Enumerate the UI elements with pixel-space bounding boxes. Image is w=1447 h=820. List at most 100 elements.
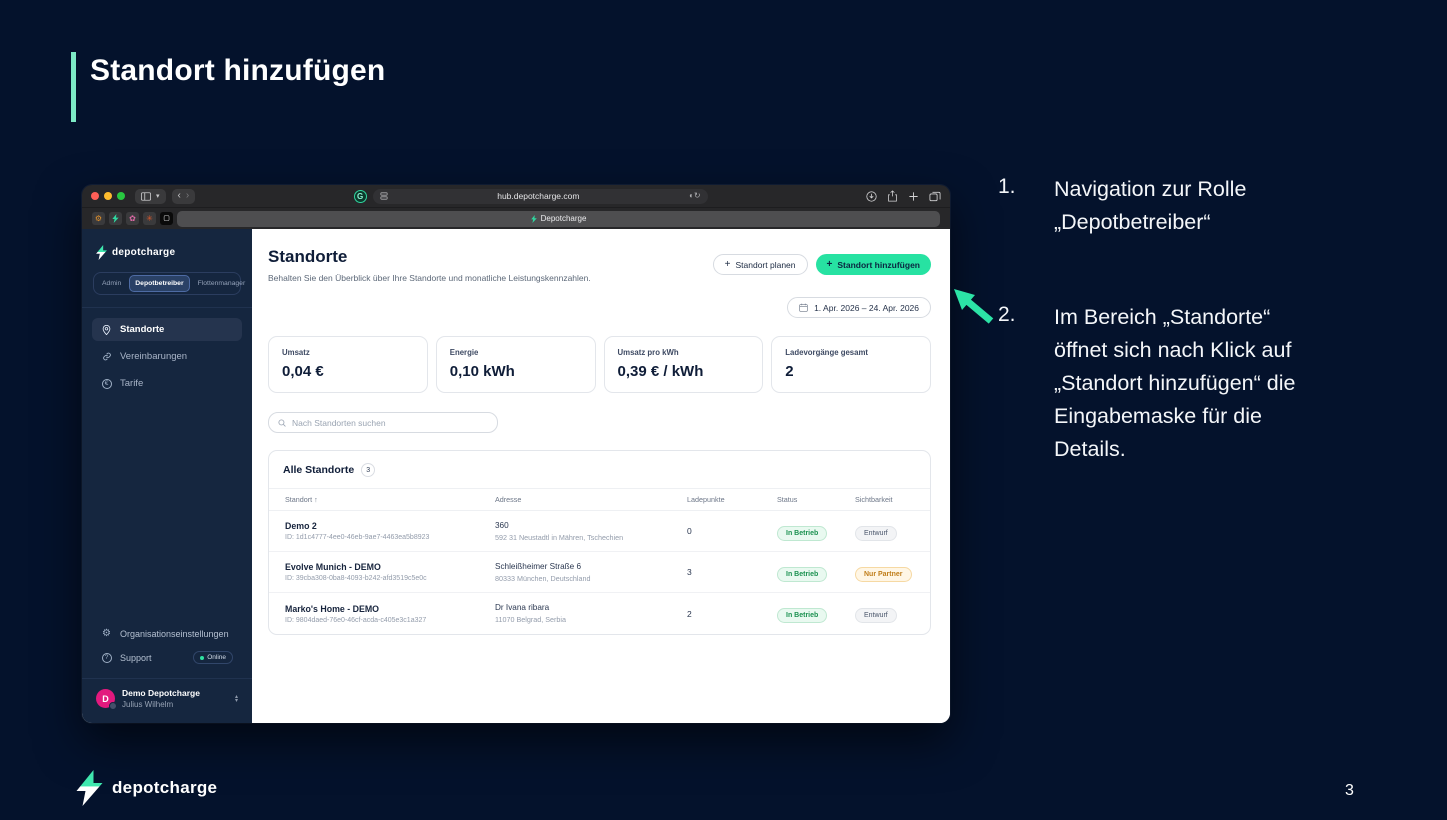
tab-overview-icon[interactable]	[929, 191, 941, 202]
calendar-icon	[799, 303, 808, 312]
pinned-tab-bolt-icon[interactable]	[109, 212, 122, 225]
app-main: Standorte Behalten Sie den Überblick übe…	[252, 229, 950, 723]
instruction-step-1: 1. Navigation zur Rolle „Depotbetreiber“	[998, 173, 1302, 239]
step-text: Im Bereich „Standorte“ öffnet sich nach …	[1054, 305, 1296, 461]
pinned-tab-star-icon[interactable]: ✳	[143, 212, 156, 225]
date-range-label: 1. Apr. 2026 – 24. Apr. 2026	[814, 302, 919, 313]
sidebar-item-standorte[interactable]: Standorte	[92, 318, 242, 341]
location-id: ID: 39cba308-0ba8-4093-b242-afd3519c5e0c	[285, 575, 427, 582]
download-icon[interactable]	[866, 190, 877, 202]
page-subtitle: Behalten Sie den Überblick über Ihre Sta…	[268, 273, 591, 283]
location-name: Marko's Home - DEMO	[285, 603, 379, 614]
history-nav[interactable]: ‹ ›	[171, 188, 196, 204]
active-tab[interactable]: Depotcharge	[177, 210, 940, 227]
pinned-tab-box-icon[interactable]: ▢	[160, 212, 173, 225]
column-adresse[interactable]: Adresse	[495, 495, 522, 504]
extension-icon[interactable]: G	[353, 189, 367, 203]
chevron-down-icon: ▾	[156, 192, 160, 200]
table-title-row: Alle Standorte 3	[269, 451, 930, 488]
browser-toolbar: ▾ ‹ › G hub.depotcharge.com ◐ ↻	[82, 185, 950, 207]
role-tab-depotbetreiber[interactable]: Depotbetreiber	[129, 275, 190, 292]
user-menu[interactable]: D Demo Depotcharge Julius Wilhelm ▴ ▾	[92, 679, 242, 711]
minimize-window-icon[interactable]	[104, 192, 112, 200]
kpi-card-ladevorgaenge: Ladevorgänge gesamt 2	[771, 336, 931, 393]
table-row[interactable]: Demo 2 ID: 1d1c4777-4ee0-46eb-9ae7-4463ea…	[269, 511, 930, 552]
page-number: 3	[1345, 782, 1354, 799]
location-id: ID: 1d1c4777-4ee0-46eb-9ae7-4463ea5b8923	[285, 534, 430, 541]
add-location-button[interactable]: + Standort hinzufügen	[815, 254, 931, 275]
slide-title: Standort hinzufügen	[90, 54, 386, 87]
traffic-lights[interactable]	[91, 192, 125, 200]
table-row[interactable]: Marko's Home - DEMO ID: 9804daed-76e0-46c…	[269, 593, 930, 634]
location-name: Demo 2	[285, 521, 317, 531]
translate-icon[interactable]: ◐	[689, 191, 694, 200]
location-id: ID: 9804daed-76e0-46cf-acda-c405e3c1a327	[285, 616, 427, 624]
kpi-card-energie: Energie 0,10 kWh	[435, 336, 596, 393]
role-tab-flottenmanager[interactable]: Flottenmanager	[197, 280, 246, 287]
search-input[interactable]: Nach Standorten suchen	[268, 412, 498, 433]
status-badge: In Betrieb	[777, 566, 828, 582]
plus-icon: +	[826, 258, 833, 270]
sidebar-item-vereinbarungen[interactable]: Vereinbarungen	[92, 345, 242, 368]
arrow-annotation	[954, 289, 994, 324]
step-text: Navigation zur Rolle „Depotbetreiber“	[1054, 177, 1247, 234]
address-line1: 360	[495, 520, 509, 530]
euro-icon: €	[101, 378, 112, 389]
plan-location-button[interactable]: + Standort planen	[712, 254, 808, 275]
kpi-value: 0,39 € / kWh	[617, 363, 704, 380]
online-dot	[200, 655, 205, 660]
kpi-value: 2	[785, 363, 794, 380]
date-row: 1. Apr. 2026 – 24. Apr. 2026	[268, 297, 931, 318]
address-line2: 80333 München, Deutschland	[495, 573, 591, 583]
kpi-value: 0,04 €	[282, 363, 324, 380]
plus-icon: +	[724, 258, 731, 270]
address-line2: 592 31 Neustadtl in Mähren, Tschechien	[495, 532, 624, 542]
location-name: Evolve Munich - DEMO	[285, 562, 381, 572]
app-content: depotcharge Admin Depotbetreiber Flotten…	[82, 229, 950, 723]
kpi-label: Energie	[449, 348, 479, 357]
sidebar-toggle-button[interactable]: ▾	[135, 188, 166, 204]
bolt-icon	[76, 770, 103, 806]
new-tab-icon[interactable]	[908, 191, 919, 202]
back-icon[interactable]: ‹	[177, 190, 181, 201]
zoom-window-icon[interactable]	[117, 192, 125, 200]
pinned-tab-flower-icon[interactable]: ✿	[126, 212, 139, 225]
address-bar[interactable]: hub.depotcharge.com ◐ ↻	[372, 188, 708, 204]
charge-points: 3	[687, 567, 692, 577]
visibility-badge: Entwurf	[855, 608, 897, 623]
search-icon	[278, 418, 286, 427]
column-sichtbarkeit[interactable]: Sichtbarkeit	[855, 495, 893, 504]
toolbar-actions	[866, 190, 941, 202]
forward-icon[interactable]: ›	[185, 190, 190, 201]
kpi-label: Umsatz	[282, 348, 310, 357]
user-name: Julius Wilhelm	[122, 700, 174, 709]
column-standort[interactable]: Standort ↑	[285, 495, 318, 504]
footer-logo-text: depotcharge	[112, 778, 218, 797]
title-accent-bar	[71, 52, 76, 122]
chevron-updown-icon: ▴ ▾	[234, 693, 238, 704]
sidebar-item-label: Tarife	[120, 378, 144, 389]
link-icon	[101, 352, 112, 361]
pinned-tab-gear-icon[interactable]: ⚙	[92, 212, 105, 225]
search-placeholder: Nach Standorten suchen	[292, 417, 386, 428]
reload-icon[interactable]: ↻	[693, 191, 701, 200]
gear-icon: ⚙	[102, 628, 111, 639]
sidebar-item-org-settings[interactable]: ⚙ Organisationseinstellungen	[92, 622, 242, 645]
column-status[interactable]: Status	[777, 495, 798, 504]
share-icon[interactable]	[887, 190, 898, 202]
table-row[interactable]: Evolve Munich - DEMO ID: 39cba308-0ba8-40…	[269, 552, 930, 593]
kpi-cards: Umsatz 0,04 € Energie 0,10 kWh Umsatz pr…	[268, 336, 931, 393]
column-ladepunkte[interactable]: Ladepunkte	[687, 495, 725, 504]
user-org: Demo Depotcharge	[122, 688, 200, 698]
role-switcher: Admin Depotbetreiber Flottenmanager	[93, 272, 245, 295]
table-header: Standort ↑ Adresse Ladepunkte Status Sic…	[269, 488, 930, 511]
sidebar-footer: ⚙ Organisationseinstellungen ? Support O…	[82, 622, 252, 711]
date-range-button[interactable]: 1. Apr. 2026 – 24. Apr. 2026	[787, 297, 931, 318]
sidebar-item-support[interactable]: ? Support Online	[92, 645, 242, 670]
address-line1: Dr Ivana ribara	[495, 603, 550, 612]
kpi-value: 0,10 kWh	[449, 363, 515, 380]
close-window-icon[interactable]	[91, 192, 99, 200]
sort-asc-icon: ↑	[314, 495, 318, 504]
role-tab-admin[interactable]: Admin	[102, 280, 122, 287]
sidebar-item-tarife[interactable]: € Tarife	[92, 372, 242, 395]
